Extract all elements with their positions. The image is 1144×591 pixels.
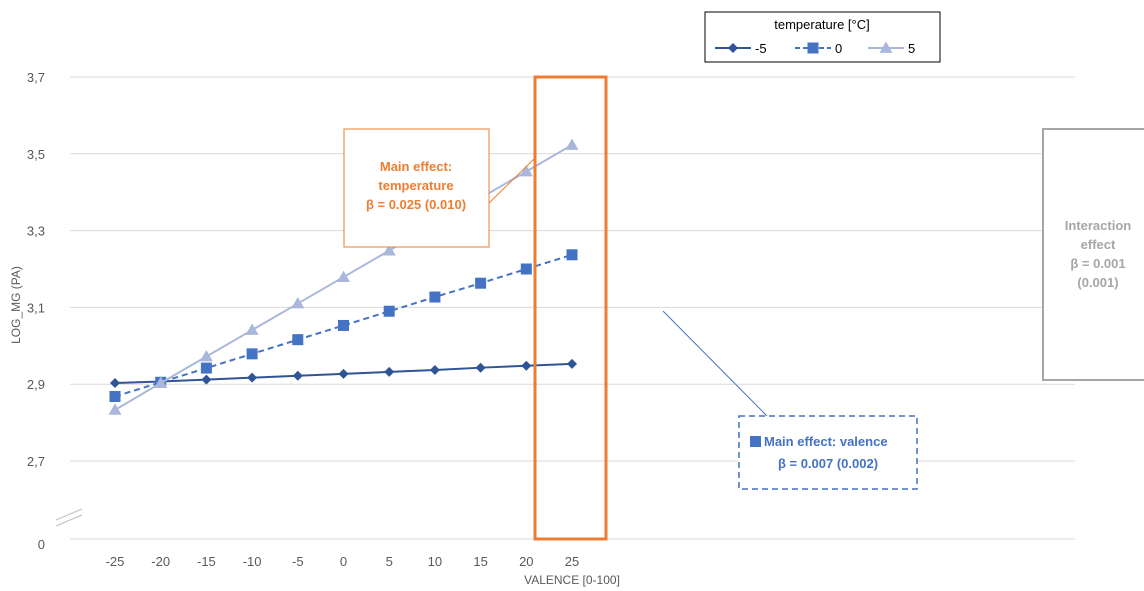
interaction-annotation-line-3: β = 0.001 — [1070, 256, 1125, 271]
x-tick-label: -5 — [292, 554, 304, 569]
axis-break-mark — [55, 514, 83, 527]
legend-entry: 5 — [868, 41, 915, 56]
data-point — [567, 358, 577, 369]
valence-annotation-box — [738, 415, 918, 490]
data-point — [292, 370, 303, 381]
x-axis-title: VALENCE [0-100] — [524, 573, 620, 587]
data-point — [292, 334, 304, 346]
y-axis-title: LOG_MG (PA) — [9, 266, 23, 344]
interaction-annotation-line-4: (0.001) — [1077, 275, 1118, 290]
legend-label: 5 — [908, 41, 915, 56]
y-tick-label: 0 — [38, 537, 45, 552]
legend-label: 0 — [835, 41, 842, 56]
temperature-annotation-line-1: Main effect: — [380, 159, 452, 174]
valence-annotation-square-icon — [750, 436, 761, 447]
x-tick-label: -15 — [197, 554, 216, 569]
legend-label: -5 — [755, 41, 767, 56]
x-tick-label: -25 — [106, 554, 125, 569]
interaction-annotation-line-1: Interaction — [1065, 218, 1132, 233]
y-tick-label: 2,9 — [27, 377, 45, 392]
y-tick-label: 2,7 — [27, 454, 45, 469]
valence-annotation-line-1: Main effect: valence — [764, 434, 888, 449]
data-point — [247, 372, 258, 383]
y-tick-label: 3,5 — [27, 147, 45, 162]
temperature-annotation-line-3: β = 0.025 (0.010) — [366, 197, 466, 212]
x-tick-label: 15 — [473, 554, 487, 569]
data-point — [475, 362, 486, 373]
axis-break-mark — [55, 508, 83, 521]
data-point — [565, 138, 579, 150]
data-point — [475, 277, 487, 289]
x-tick-label: -10 — [243, 554, 262, 569]
x-tick-label: 25 — [565, 554, 579, 569]
interaction-annotation-box — [1042, 128, 1144, 381]
data-point — [429, 364, 440, 375]
interaction-annotation-line-2: effect — [1081, 237, 1116, 252]
data-point — [201, 374, 212, 385]
temperature-annotation-box — [343, 128, 490, 248]
y-tick-label: 3,3 — [27, 224, 45, 239]
legend: temperature [°C] -5 0 5 — [704, 11, 941, 63]
data-point — [520, 263, 532, 275]
data-point — [521, 360, 532, 371]
series-diamond — [110, 358, 577, 389]
legend-entry: -5 — [715, 41, 767, 56]
data-point — [110, 378, 120, 389]
axes: 2,7 2,9 3,1 3,3 3,5 3,7 0 -25 -20 -15 -10 -5 0 5 10 15 2… — [27, 70, 1075, 569]
temperature-annotation-line-2: temperature — [378, 178, 453, 193]
temperature-highlight-box — [533, 75, 608, 541]
x-tick-label: 20 — [519, 554, 533, 569]
data-point — [384, 366, 395, 377]
legend-title: temperature [°C] — [774, 17, 870, 32]
data-point — [337, 270, 350, 282]
data-point — [245, 323, 259, 335]
legend-box — [704, 11, 941, 63]
x-tick-label: -20 — [151, 554, 170, 569]
data-point — [338, 368, 349, 379]
x-tick-label: 0 — [340, 554, 347, 569]
data-point — [383, 305, 395, 317]
data-point — [382, 244, 396, 256]
legend-swatch-marker — [879, 41, 893, 53]
data-point — [338, 319, 349, 331]
y-tick-label: 3,1 — [27, 300, 45, 315]
legend-swatch-marker — [728, 43, 738, 53]
data-point — [291, 297, 305, 309]
data-point — [199, 350, 213, 362]
data-point — [566, 249, 578, 261]
gridlines — [70, 76, 1075, 462]
data-point — [429, 291, 441, 303]
data-point — [246, 348, 258, 360]
data-point — [154, 376, 168, 388]
valence-annotation-line-2: β = 0.007 (0.002) — [778, 456, 878, 471]
x-tick-label: 10 — [428, 554, 442, 569]
x-tick-label: 5 — [386, 554, 393, 569]
data-point — [109, 390, 121, 402]
data-point — [108, 403, 122, 415]
temperature-callout-line — [488, 157, 536, 204]
legend-entries: -5 0 5 — [715, 41, 915, 56]
data-point — [200, 362, 212, 374]
y-tick-label: 3,7 — [27, 70, 45, 85]
legend-entry: 0 — [795, 41, 842, 56]
valence-callout-line — [662, 310, 768, 417]
data-point — [519, 164, 533, 177]
legend-swatch-marker — [807, 42, 819, 54]
